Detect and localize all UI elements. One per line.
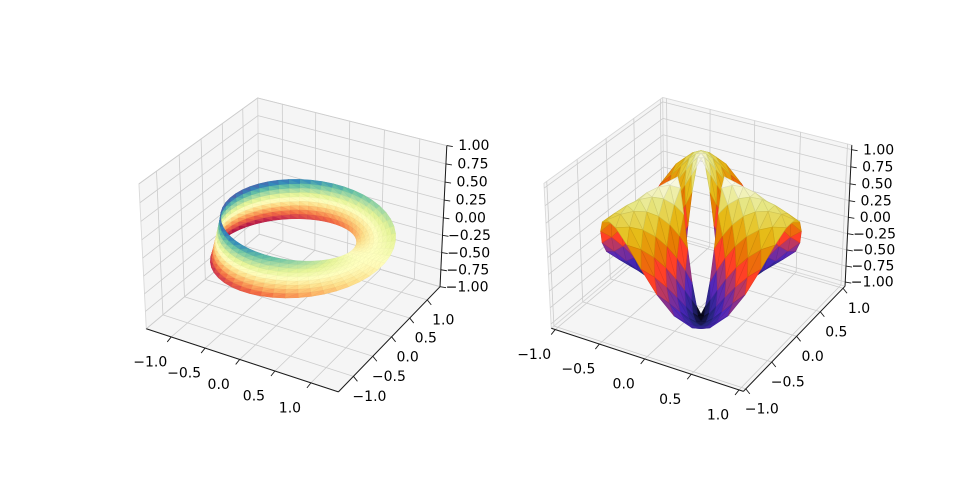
trisurf-3d-figure-canvas [0, 0, 960, 480]
matplotlib-figure [0, 0, 960, 480]
